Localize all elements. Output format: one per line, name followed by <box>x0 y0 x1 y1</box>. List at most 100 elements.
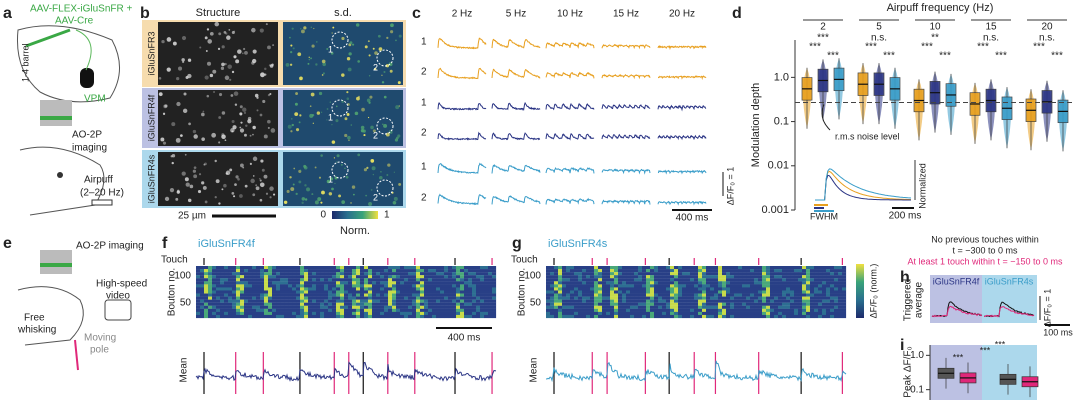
heatmap-cell <box>228 272 233 276</box>
texture <box>164 104 168 108</box>
heatmap-cell <box>578 293 583 297</box>
heatmap-cell <box>698 269 703 273</box>
heatmap-cell <box>336 278 341 282</box>
heatmap-cell <box>468 272 473 276</box>
heatmap-cell <box>436 308 441 312</box>
heatmap-cell <box>352 278 357 282</box>
heatmap-cell <box>602 308 607 312</box>
heatmap-cell <box>220 272 225 276</box>
label: t = −300 to 0 ms <box>952 245 1018 255</box>
heatmap-cell <box>774 287 779 291</box>
heatmap-cell <box>570 272 575 276</box>
heatmap-cell <box>404 278 409 282</box>
heatmap-cell <box>252 302 257 306</box>
heatmap-cell <box>384 275 389 279</box>
heatmap-cell <box>456 272 461 276</box>
heatmap-cell <box>706 314 711 319</box>
heatmap-cell <box>710 302 715 306</box>
heatmap-cell <box>292 296 297 300</box>
heatmap-cell <box>658 293 663 297</box>
heatmap-cell <box>360 299 365 303</box>
heatmap-cell <box>232 272 237 276</box>
heatmap-cell <box>762 281 767 285</box>
heatmap-cell <box>432 293 437 297</box>
heatmap-cell <box>750 302 755 306</box>
heatmap-cell <box>810 293 815 297</box>
heatmap-cell <box>666 278 671 282</box>
heatmap-cell <box>578 302 583 306</box>
texture <box>395 39 397 42</box>
heatmap-cell <box>622 275 627 279</box>
significance: *** <box>995 51 1007 62</box>
heatmap-cell <box>686 302 691 306</box>
heatmap-cell <box>244 275 249 279</box>
heatmap-cell <box>260 293 265 297</box>
heatmap-cell <box>360 314 365 319</box>
heatmap-cell <box>594 293 599 297</box>
texture <box>229 78 232 81</box>
heatmap-cell <box>586 314 591 319</box>
heatmap-cell <box>428 287 433 291</box>
heatmap-cell <box>762 314 767 319</box>
heatmap-cell <box>554 269 559 273</box>
label: 400 ms <box>448 333 481 344</box>
heatmap-cell <box>738 275 743 279</box>
heatmap-cell <box>292 290 297 294</box>
heatmap-cell <box>236 278 241 282</box>
label: iGluSnFR3 <box>146 31 156 75</box>
heatmap-cell <box>412 266 417 270</box>
heatmap-cell <box>834 275 839 279</box>
heatmap-cell <box>802 275 807 279</box>
heatmap-cell <box>260 281 265 285</box>
heatmap-cell <box>488 281 493 285</box>
heatmap-cell <box>272 287 277 291</box>
heatmap-cell <box>324 290 329 294</box>
label: At least 1 touch within t = −150 to 0 ms <box>907 256 1063 266</box>
heatmap-cell <box>408 308 413 312</box>
heatmap-cell <box>284 269 289 273</box>
heatmap-cell <box>472 311 477 316</box>
significance: *** <box>827 51 839 62</box>
texture <box>171 122 176 127</box>
texture <box>218 116 222 119</box>
heatmap-cell <box>738 296 743 300</box>
trace <box>657 169 707 175</box>
heatmap-cell <box>212 269 217 273</box>
heatmap-cell <box>710 293 715 297</box>
heatmap-cell <box>424 287 429 291</box>
heatmap-cell <box>726 296 731 300</box>
heatmap-cell <box>360 275 365 279</box>
heatmap-cell <box>456 284 461 288</box>
heatmap-cell <box>770 293 775 297</box>
heatmap-cell <box>260 290 265 294</box>
heatmap-cell <box>364 293 369 297</box>
heatmap-cell <box>476 278 481 282</box>
texture <box>234 183 237 186</box>
heatmap-cell <box>778 266 783 270</box>
heatmap-cell <box>766 296 771 300</box>
heatmap-cell <box>452 278 457 282</box>
heatmap-cell <box>276 278 281 282</box>
heatmap-cell <box>380 305 385 309</box>
heatmap-cell <box>658 299 663 303</box>
heatmap-cell <box>404 314 409 319</box>
heatmap-cell <box>344 305 349 309</box>
heatmap-cell <box>646 287 651 291</box>
heatmap-cell <box>356 287 361 291</box>
heatmap-cell <box>562 281 567 285</box>
heatmap-cell <box>256 311 261 316</box>
texture <box>295 92 298 95</box>
y-tick-label: 0.1 <box>774 115 789 127</box>
heatmap-cell <box>834 290 839 294</box>
heatmap-cell <box>654 299 659 303</box>
heatmap-cell <box>730 275 735 279</box>
heatmap-cell <box>396 269 401 273</box>
heatmap-cell <box>642 275 647 279</box>
heatmap-cell <box>388 314 393 319</box>
heatmap-cell <box>288 281 293 285</box>
heatmap-cell <box>408 272 413 276</box>
heatmap-cell <box>492 299 497 303</box>
texture <box>267 45 271 50</box>
heatmap-cell <box>566 299 571 303</box>
heatmap-cell <box>432 296 437 300</box>
